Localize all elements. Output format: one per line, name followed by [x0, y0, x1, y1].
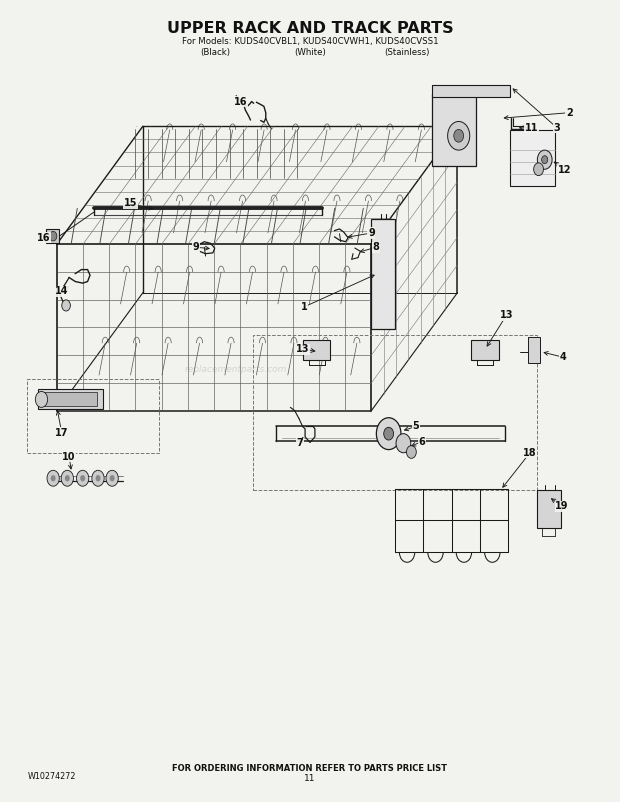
Text: 13: 13: [500, 310, 513, 320]
Text: (White): (White): [294, 47, 326, 57]
Circle shape: [448, 121, 470, 150]
Bar: [371, 220, 395, 330]
Circle shape: [106, 470, 118, 486]
Bar: [46, 229, 60, 243]
Bar: [38, 389, 103, 409]
Text: 8: 8: [372, 242, 379, 253]
Text: 16: 16: [37, 233, 51, 243]
Text: For Models: KUDS40CVBL1, KUDS40CVWH1, KUDS40CVSS1: For Models: KUDS40CVBL1, KUDS40CVWH1, KU…: [182, 38, 438, 47]
Bar: [432, 95, 476, 166]
Text: (Stainless): (Stainless): [384, 47, 430, 57]
Circle shape: [61, 470, 73, 486]
Text: 2: 2: [566, 107, 573, 118]
Text: 16: 16: [234, 96, 247, 107]
Circle shape: [35, 391, 48, 407]
Text: (Black): (Black): [200, 47, 230, 57]
Text: 5: 5: [412, 422, 419, 431]
Text: 6: 6: [418, 436, 425, 447]
Text: FOR ORDERING INFORMATION REFER TO PARTS PRICE LIST: FOR ORDERING INFORMATION REFER TO PARTS …: [172, 764, 448, 773]
Text: 18: 18: [523, 448, 537, 458]
Bar: [538, 490, 560, 529]
Text: 15: 15: [124, 198, 138, 209]
Text: 4: 4: [560, 352, 567, 363]
Bar: [528, 338, 541, 363]
Circle shape: [542, 156, 548, 164]
Circle shape: [62, 300, 70, 311]
Text: 11: 11: [304, 774, 316, 783]
Text: 17: 17: [55, 427, 69, 438]
Circle shape: [407, 446, 416, 459]
Circle shape: [95, 475, 100, 481]
Text: 10: 10: [63, 452, 76, 462]
Circle shape: [47, 470, 60, 486]
Circle shape: [376, 418, 401, 450]
Circle shape: [538, 150, 552, 169]
Circle shape: [384, 427, 394, 440]
Text: 1: 1: [301, 302, 308, 312]
Circle shape: [50, 231, 57, 241]
Text: 9: 9: [368, 228, 375, 238]
Bar: [303, 340, 330, 359]
Bar: [471, 340, 498, 359]
Circle shape: [80, 475, 85, 481]
Bar: [432, 85, 510, 97]
Circle shape: [534, 163, 544, 176]
Text: W10274272: W10274272: [27, 772, 76, 781]
Text: 13: 13: [296, 344, 309, 354]
Text: 3: 3: [554, 123, 560, 133]
Text: 7: 7: [296, 438, 303, 448]
Bar: [43, 392, 97, 406]
Circle shape: [396, 434, 411, 453]
Circle shape: [65, 475, 70, 481]
Text: 9: 9: [193, 242, 200, 253]
Circle shape: [76, 470, 89, 486]
Text: 19: 19: [555, 501, 569, 511]
Bar: [254, 335, 538, 490]
Circle shape: [454, 129, 464, 142]
Text: 12: 12: [557, 165, 571, 175]
Circle shape: [92, 470, 104, 486]
Text: replacementparts.com: replacementparts.com: [185, 365, 288, 374]
Circle shape: [51, 475, 56, 481]
Text: 14: 14: [55, 286, 69, 296]
Text: 11: 11: [525, 123, 538, 133]
Bar: [510, 130, 554, 186]
Text: UPPER RACK AND TRACK PARTS: UPPER RACK AND TRACK PARTS: [167, 21, 453, 36]
Bar: [27, 379, 159, 453]
Circle shape: [110, 475, 115, 481]
